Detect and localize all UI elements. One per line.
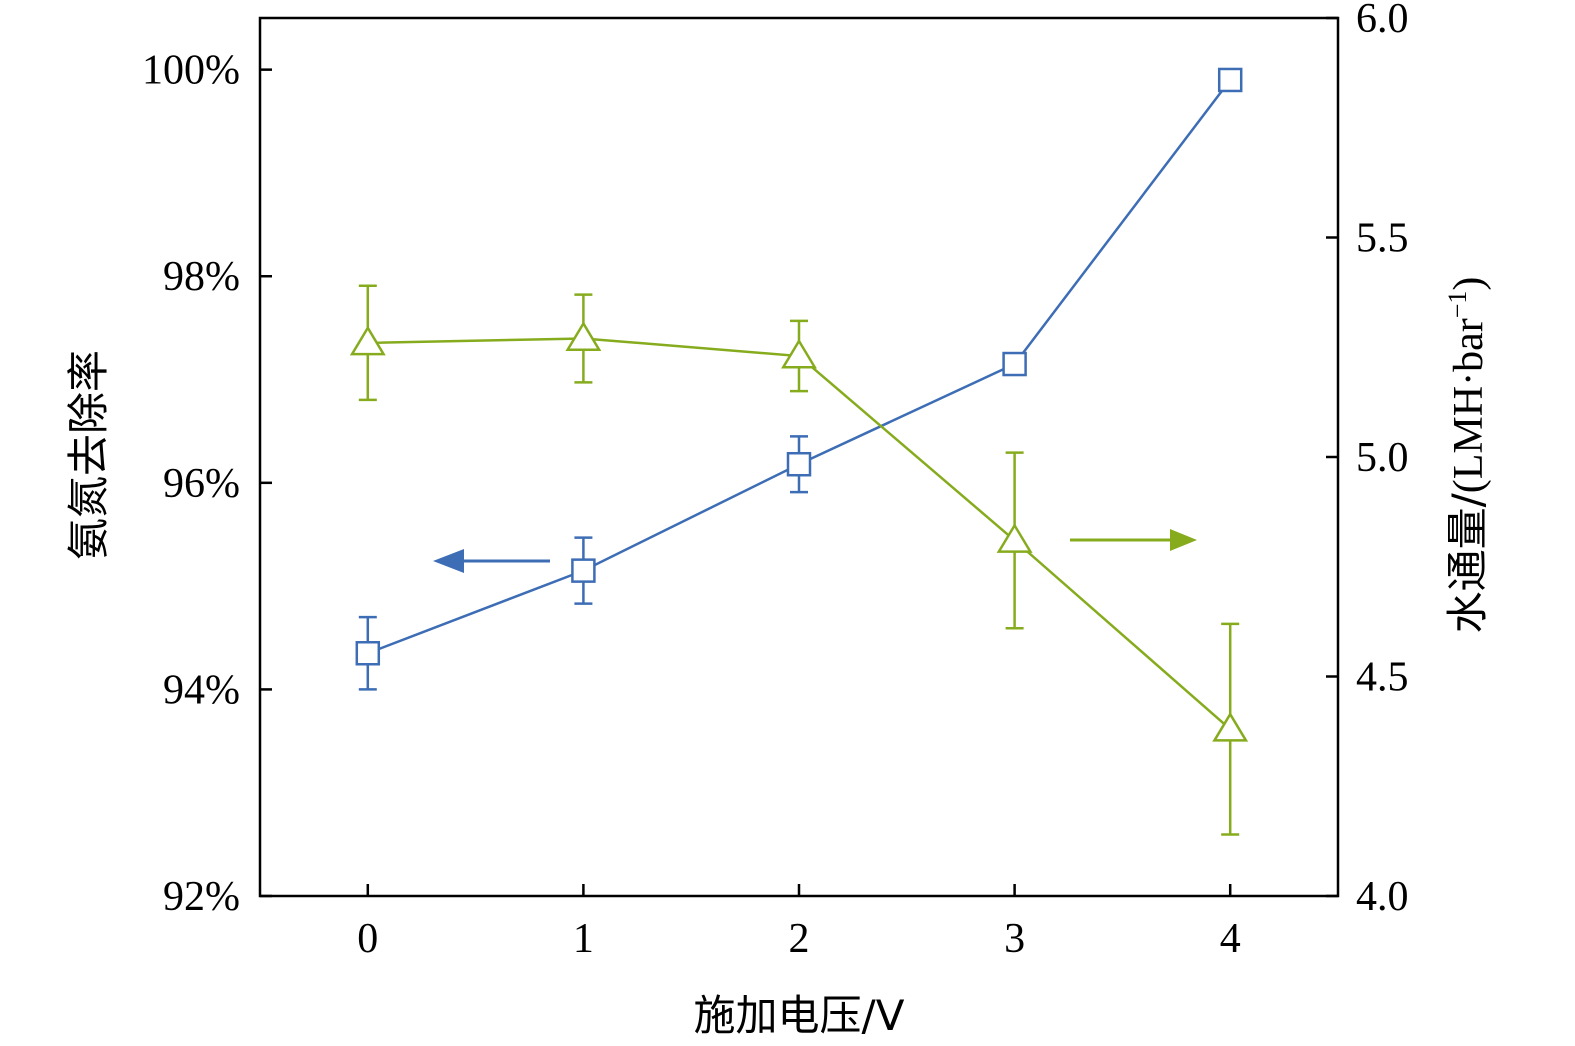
series-triangles <box>349 284 1249 836</box>
right-axis-ticks: 4.0 4.5 5.0 5.5 6.0 <box>1326 0 1409 920</box>
right-axis-title-exponent: −1 <box>1443 291 1472 319</box>
series-layer <box>349 67 1249 836</box>
x-tick-label: 2 <box>789 916 810 962</box>
x-tick-label: 1 <box>573 916 594 962</box>
right-axis-title-quantity: 水通量/ <box>1443 492 1492 633</box>
right-tick-label: 5.5 <box>1356 216 1409 262</box>
data-point-square <box>1217 67 1243 93</box>
data-point-square <box>355 641 381 666</box>
data-point-triangle <box>1212 711 1249 742</box>
left-axis-title: 氨氮去除率 <box>64 350 113 560</box>
left-tick-label: 96% <box>163 461 240 507</box>
series-squares <box>355 67 1243 691</box>
right-axis-title: 水通量/(LMH·bar−1) <box>1443 277 1492 634</box>
data-point-triangle <box>781 338 817 369</box>
right-tick-label: 5.0 <box>1356 435 1409 481</box>
right-axis-arrow-head <box>1170 529 1197 551</box>
data-point-triangle <box>565 321 602 351</box>
x-axis-ticks: 0 1 2 3 4 <box>357 884 1241 962</box>
x-tick-label: 3 <box>1004 916 1025 962</box>
left-tick-label: 100% <box>142 48 240 94</box>
x-axis-title: 施加电压/V <box>694 991 905 1040</box>
data-point-square <box>571 558 596 583</box>
data-point-triangle <box>349 325 386 356</box>
right-axis-title-unit: (LMH·bar <box>1446 318 1492 493</box>
right-tick-label: 6.0 <box>1356 0 1409 42</box>
data-point-triangle <box>996 522 1033 553</box>
left-tick-label: 92% <box>163 874 240 920</box>
right-tick-label: 4.5 <box>1356 655 1409 701</box>
left-axis-ticks: 92% 94% 96% 98% 100% <box>142 48 272 920</box>
x-tick-label: 0 <box>357 916 378 962</box>
data-point-square <box>786 451 812 477</box>
left-axis-arrow-head <box>433 549 464 573</box>
axis-indicator-arrows <box>433 529 1197 573</box>
data-point-square <box>1002 351 1027 377</box>
right-axis-title-close: ) <box>1446 277 1492 291</box>
left-tick-label: 98% <box>163 254 240 300</box>
series-line <box>367 337 1232 731</box>
x-tick-label: 4 <box>1220 916 1241 962</box>
right-tick-label: 4.0 <box>1356 874 1409 920</box>
left-tick-label: 94% <box>163 667 240 713</box>
